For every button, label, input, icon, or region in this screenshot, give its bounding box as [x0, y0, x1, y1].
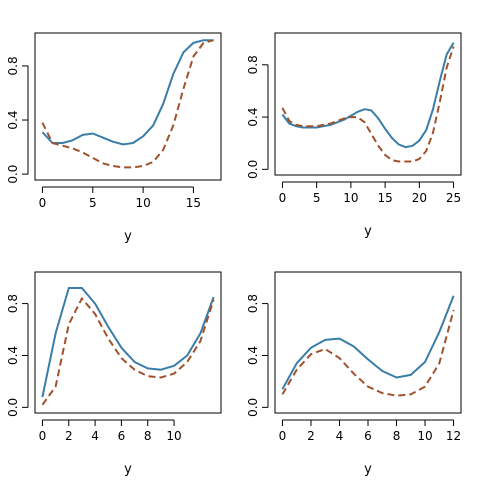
x-tick-label: 10 — [166, 429, 181, 443]
x-tick-label: 15 — [377, 191, 392, 205]
dashed-series-line — [41, 39, 214, 169]
y-tick-label: 0.8 — [246, 55, 260, 74]
x-tick-label: 4 — [91, 429, 99, 443]
x-tick-label: 15 — [186, 196, 201, 210]
x-tick-label: 5 — [313, 191, 321, 205]
plot-frame — [274, 32, 462, 176]
x-tick-label: 10 — [417, 429, 432, 443]
plot-frame — [274, 271, 462, 414]
chart-panel-3: 0 2 4 6 8 10 0.0 0.4 0.8 y — [6, 271, 222, 477]
solid-series-line — [41, 39, 214, 146]
y-tick-label: 0.4 — [6, 346, 20, 365]
x-tick-label: 25 — [446, 191, 461, 205]
dashed-series-line — [281, 46, 455, 163]
x-tick-label: 10 — [135, 196, 150, 210]
plot-frame — [34, 271, 222, 414]
x-tick-label: 12 — [446, 429, 461, 443]
x-tick-label: 2 — [65, 429, 73, 443]
x-tick-label: 5 — [89, 196, 97, 210]
plot-frame — [34, 32, 222, 181]
dashed-series-line — [41, 297, 215, 406]
x-tick-label: 2 — [307, 429, 315, 443]
chart-panel-2: 0 5 10 15 20 25 0.0 0.4 0.8 y — [246, 32, 462, 239]
x-axis-title: y — [124, 229, 132, 244]
y-tick-label: 0.0 — [6, 398, 20, 417]
solid-series-line — [41, 287, 215, 398]
y-tick-label: 0.8 — [6, 56, 20, 75]
x-tick-label: 6 — [118, 429, 126, 443]
solid-series-line — [281, 42, 455, 149]
solid-series-line — [281, 295, 455, 390]
y-tick-label: 0.0 — [246, 160, 260, 179]
x-tick-label: 4 — [336, 429, 344, 443]
y-tick-label: 0.0 — [6, 165, 20, 184]
y-tick-label: 0.4 — [246, 108, 260, 127]
x-axis-title: y — [124, 462, 132, 477]
chart-panel-4: 0 2 4 6 8 10 12 0.0 0.4 0.8 y — [246, 271, 462, 477]
x-tick-label: 20 — [412, 191, 427, 205]
y-tick-label: 0.4 — [6, 110, 20, 129]
chart-panel-1: 0 5 10 15 0.0 0.4 0.8 y — [6, 32, 222, 244]
x-tick-label: 0 — [279, 191, 287, 205]
x-tick-label: 8 — [144, 429, 152, 443]
x-tick-label: 0 — [39, 429, 47, 443]
x-tick-label: 6 — [364, 429, 372, 443]
y-tick-label: 0.4 — [246, 346, 260, 365]
x-tick-label: 8 — [393, 429, 401, 443]
y-tick-label: 0.8 — [246, 294, 260, 313]
x-axis-title: y — [364, 224, 372, 239]
y-tick-label: 0.0 — [246, 398, 260, 417]
x-tick-label: 10 — [343, 191, 358, 205]
y-tick-label: 0.8 — [6, 294, 20, 313]
x-axis-title: y — [364, 462, 372, 477]
dashed-series-line — [281, 309, 455, 397]
x-tick-label: 0 — [39, 196, 47, 210]
x-tick-label: 0 — [279, 429, 287, 443]
